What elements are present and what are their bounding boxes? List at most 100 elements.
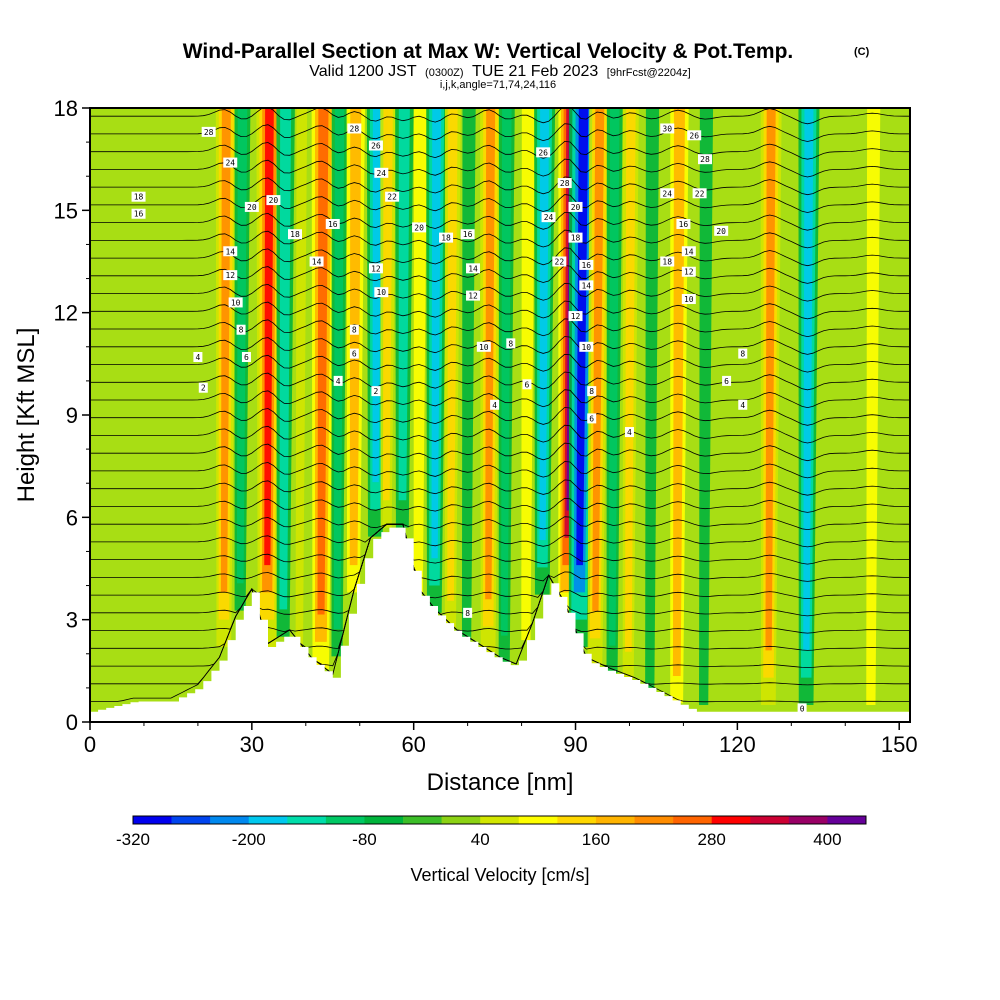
x-tick-label-3: 90 xyxy=(563,732,587,757)
svg-text:28: 28 xyxy=(204,128,214,137)
theta-contour-17 xyxy=(90,389,910,409)
theta-label-10: 4 xyxy=(193,352,203,363)
svg-text:8: 8 xyxy=(508,339,513,348)
theta-label-62: 8 xyxy=(463,607,473,618)
svg-text:18: 18 xyxy=(290,230,300,239)
colorbar-tick-label-0: -320 xyxy=(116,830,150,849)
theta-label-36: 28 xyxy=(557,178,572,189)
theta-contour-13 xyxy=(90,461,910,479)
theta-label-29: 14 xyxy=(466,263,481,274)
colorbar-swatch-18 xyxy=(827,816,867,824)
theta-label-60: 6 xyxy=(722,375,732,386)
velocity-band-24 xyxy=(645,108,660,690)
colorbar-title: Vertical Velocity [cm/s] xyxy=(410,865,589,885)
svg-text:14: 14 xyxy=(684,247,694,256)
theta-label-40: 22 xyxy=(552,256,567,267)
theta-label-4: 18 xyxy=(131,191,146,202)
svg-text:16: 16 xyxy=(679,220,689,229)
theta-label-24: 4 xyxy=(333,375,343,386)
svg-text:26: 26 xyxy=(538,148,548,157)
theta-label-23: 6 xyxy=(349,348,359,359)
colorbar-swatch-15 xyxy=(711,816,751,824)
svg-text:20: 20 xyxy=(571,203,581,212)
theta-label-28: 16 xyxy=(460,229,475,240)
x-axis-label: Distance [nm] xyxy=(427,769,574,796)
svg-text:18: 18 xyxy=(571,234,581,243)
y-tick-label-1: 3 xyxy=(66,608,78,633)
svg-text:22: 22 xyxy=(555,258,565,267)
colorbar-swatch-9 xyxy=(480,816,520,824)
x-tick-label-5: 150 xyxy=(881,732,918,757)
theta-label-56: 18 xyxy=(660,256,675,267)
velocity-band-22-core-1 xyxy=(608,108,620,646)
colorbar-swatch-13 xyxy=(634,816,674,824)
colorbar-swatch-12 xyxy=(595,816,635,824)
x-axis: 0 30 60 90 120 150 xyxy=(84,722,918,757)
theta-label-59: 8 xyxy=(738,348,748,359)
svg-text:24: 24 xyxy=(662,189,672,198)
svg-text:10: 10 xyxy=(376,288,386,297)
svg-text:4: 4 xyxy=(195,353,200,362)
theta-contour-16 xyxy=(90,407,910,426)
theta-label-12: 2 xyxy=(198,382,208,393)
theta-contour-15 xyxy=(90,424,910,444)
svg-text:18: 18 xyxy=(134,193,144,202)
subtitle-valid: Valid 1200 JST xyxy=(309,63,417,80)
y-axis-label: Height [Kft MSL] xyxy=(13,328,40,503)
theta-label-8: 10 xyxy=(228,297,243,308)
velocity-band-2-core-3 xyxy=(264,108,274,566)
velocity-field xyxy=(215,108,881,705)
theta-contour-29 xyxy=(90,176,910,196)
svg-text:16: 16 xyxy=(581,261,591,270)
theta-label-55: 14 xyxy=(681,246,696,257)
theta-label-41: 16 xyxy=(579,259,594,270)
theta-contour-4 xyxy=(90,523,910,634)
svg-text:14: 14 xyxy=(468,264,478,273)
theta-label-1: 24 xyxy=(223,157,238,168)
velocity-band-6-core-1 xyxy=(333,108,345,630)
theta-contour-7 xyxy=(90,523,910,582)
subtitle-forecast: [9hrFcst@2204z] xyxy=(607,67,691,79)
theta-label-6: 14 xyxy=(223,246,238,257)
svg-text:22: 22 xyxy=(387,193,397,202)
svg-text:2: 2 xyxy=(201,384,206,393)
chart-subtitle-indices: i,j,k,angle=71,74,24,116 xyxy=(440,79,556,91)
svg-text:10: 10 xyxy=(581,343,591,352)
velocity-band-23-core-1 xyxy=(625,108,636,652)
theta-contour-32 xyxy=(90,123,910,142)
svg-text:28: 28 xyxy=(700,155,710,164)
svg-text:12: 12 xyxy=(371,264,381,273)
theta-contour-22 xyxy=(90,300,910,320)
svg-text:4: 4 xyxy=(492,401,497,410)
theta-contour-9 xyxy=(90,523,910,548)
colorbar-swatch-2 xyxy=(210,816,250,824)
x-tick-label-4: 120 xyxy=(719,732,756,757)
theta-label-58: 10 xyxy=(681,294,696,305)
theta-contours xyxy=(90,108,910,703)
colorbar-tick-label-1: -200 xyxy=(232,830,266,849)
svg-text:8: 8 xyxy=(740,350,745,359)
theta-label-27: 18 xyxy=(439,232,454,243)
svg-text:10: 10 xyxy=(684,295,694,304)
svg-text:16: 16 xyxy=(328,220,338,229)
svg-text:10: 10 xyxy=(479,343,489,352)
theta-label-19: 22 xyxy=(385,191,400,202)
svg-text:14: 14 xyxy=(225,247,235,256)
colorbar-tick-label-6: 400 xyxy=(813,830,841,849)
svg-text:6: 6 xyxy=(352,350,357,359)
y-tick-label-5: 15 xyxy=(54,198,78,223)
theta-label-37: 24 xyxy=(541,212,556,223)
theta-label-22: 8 xyxy=(349,324,359,335)
svg-text:20: 20 xyxy=(414,223,424,232)
colorbar-swatch-10 xyxy=(518,816,558,824)
svg-text:24: 24 xyxy=(376,169,386,178)
theta-label-46: 6 xyxy=(587,413,597,424)
velocity-band-20-core-3 xyxy=(576,108,589,566)
theta-label-18: 24 xyxy=(374,167,389,178)
theta-contour-19 xyxy=(90,353,910,373)
chart-subtitle: Valid 1200 JST (0300Z) TUE 21 Feb 2023 [… xyxy=(309,63,690,80)
svg-text:18: 18 xyxy=(441,234,451,243)
svg-text:6: 6 xyxy=(525,380,530,389)
chart-title: Wind-Parallel Section at Max W: Vertical… xyxy=(183,40,794,63)
